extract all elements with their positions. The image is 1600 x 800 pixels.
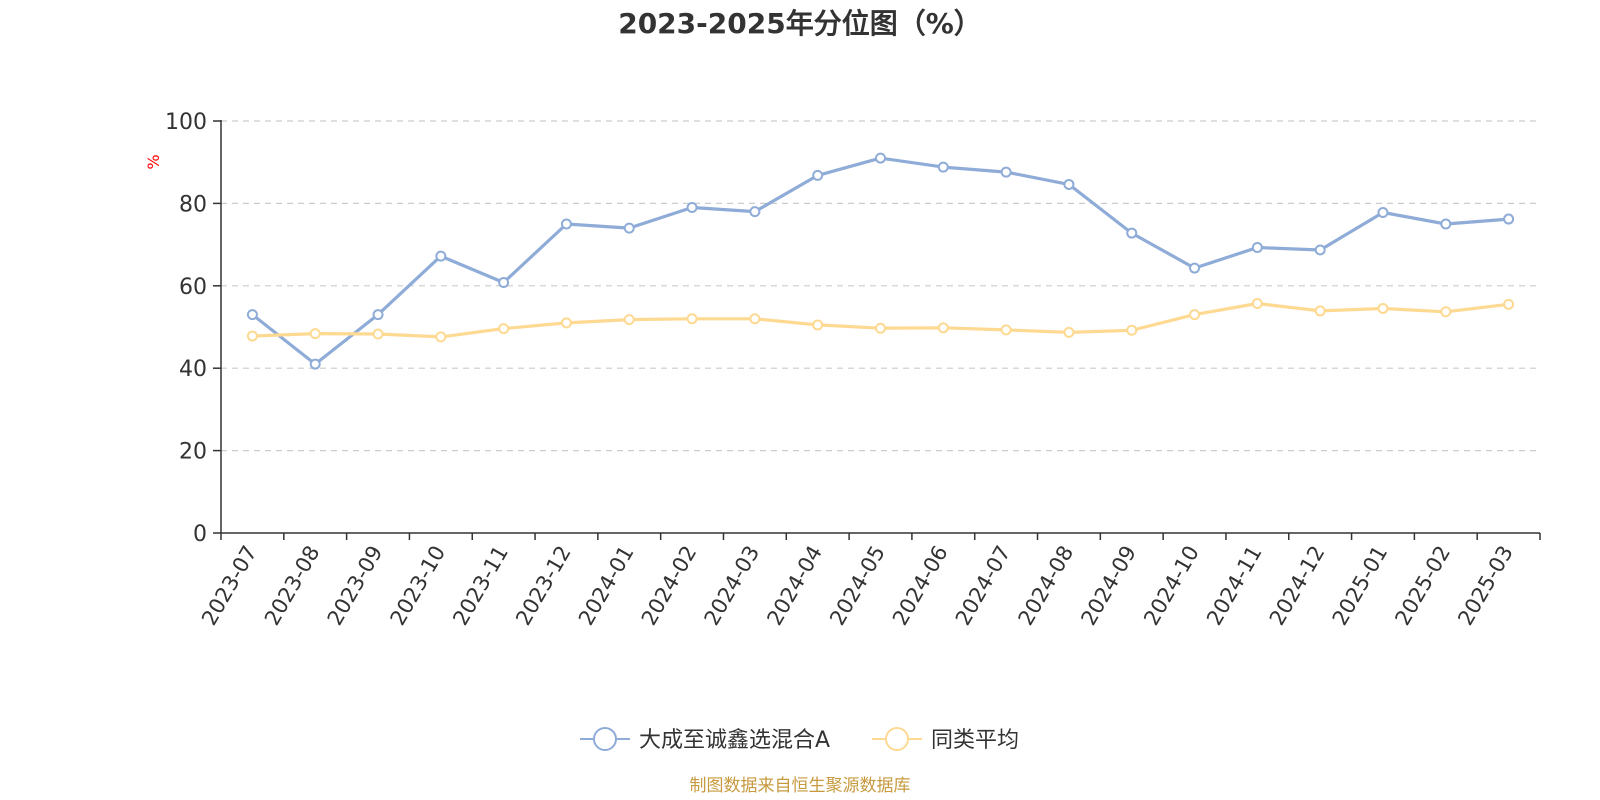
x-tick-label: 2024-09	[1076, 542, 1141, 630]
data-point[interactable]	[749, 206, 761, 218]
data-point[interactable]	[749, 313, 761, 325]
x-tick-label: 2023-12	[511, 542, 576, 630]
data-point[interactable]	[560, 317, 572, 329]
data-point[interactable]	[246, 309, 258, 321]
data-point[interactable]	[1377, 302, 1389, 314]
data-point[interactable]	[435, 331, 447, 343]
data-point[interactable]	[246, 330, 258, 342]
x-tick-label: 2024-12	[1265, 542, 1330, 630]
data-point[interactable]	[623, 314, 635, 326]
data-point[interactable]	[1440, 218, 1452, 230]
x-axis-ticks: 2023-072023-082023-092023-102023-112023-…	[197, 533, 1541, 630]
data-point[interactable]	[623, 222, 635, 234]
data-point[interactable]	[435, 250, 447, 262]
data-point[interactable]	[1000, 324, 1012, 336]
series-group	[246, 152, 1515, 370]
x-tick-label: 2024-05	[825, 542, 890, 630]
y-tick-label: 80	[179, 192, 207, 217]
y-tick-label: 20	[179, 440, 207, 465]
x-tick-label: 2024-08	[1014, 542, 1079, 630]
x-tick-label: 2024-11	[1202, 542, 1267, 630]
data-point[interactable]	[875, 152, 886, 164]
y-tick-label: 0	[193, 522, 207, 547]
data-point[interactable]	[1126, 227, 1138, 239]
legend-marker	[593, 727, 617, 751]
x-tick-label: 2023-09	[323, 542, 388, 630]
data-point[interactable]	[309, 328, 321, 340]
data-point[interactable]	[1314, 305, 1326, 317]
data-point[interactable]	[1189, 262, 1201, 274]
data-point[interactable]	[372, 309, 384, 321]
y-tick-label: 60	[179, 275, 207, 300]
data-point[interactable]	[309, 358, 321, 370]
legend-label: 同类平均	[931, 728, 1019, 753]
data-point[interactable]	[1377, 206, 1389, 218]
legend-label: 大成至诚鑫选混合A	[639, 728, 830, 753]
x-tick-label: 2024-07	[951, 542, 1016, 630]
x-tick-label: 2024-02	[637, 542, 702, 630]
data-point[interactable]	[1251, 298, 1263, 310]
x-tick-label: 2025-03	[1453, 542, 1518, 630]
data-point[interactable]	[560, 218, 572, 230]
source-note: 制图数据来自恒生聚源数据库	[690, 776, 911, 796]
x-tick-label: 2024-04	[762, 542, 827, 630]
data-point[interactable]	[1063, 178, 1075, 190]
data-point[interactable]	[875, 322, 886, 334]
data-point[interactable]	[372, 328, 384, 340]
grid-lines	[221, 120, 1540, 452]
series-0	[246, 152, 1515, 370]
data-point[interactable]	[1440, 306, 1452, 318]
data-point[interactable]	[937, 161, 949, 173]
data-point[interactable]	[1000, 166, 1012, 178]
series-1	[246, 298, 1515, 343]
data-point[interactable]	[1251, 241, 1263, 253]
y-tick-label: 100	[165, 110, 207, 135]
legend[interactable]: 大成至诚鑫选混合A 同类平均	[580, 727, 1019, 753]
data-point[interactable]	[498, 277, 510, 289]
x-tick-label: 2024-10	[1139, 542, 1204, 630]
x-tick-label: 2024-06	[888, 542, 953, 630]
legend-item[interactable]: 同类平均	[872, 727, 1019, 753]
data-point[interactable]	[1503, 298, 1515, 310]
x-tick-label: 2023-08	[260, 542, 325, 630]
data-point[interactable]	[686, 313, 698, 325]
x-tick-label: 2023-07	[197, 542, 262, 630]
legend-item[interactable]: 大成至诚鑫选混合A	[580, 727, 830, 753]
data-point[interactable]	[686, 202, 698, 214]
data-point[interactable]	[1314, 244, 1326, 256]
data-point[interactable]	[1063, 326, 1075, 338]
chart-title: 2023-2025年分位图（%）	[618, 7, 982, 40]
data-point[interactable]	[937, 322, 949, 334]
data-point[interactable]	[1503, 213, 1515, 225]
y-axis-label: %	[144, 154, 163, 169]
x-tick-label: 2024-03	[700, 542, 765, 630]
data-point[interactable]	[812, 319, 824, 331]
data-point[interactable]	[812, 169, 824, 181]
legend-marker	[885, 727, 909, 751]
x-tick-label: 2023-11	[448, 542, 513, 630]
data-point[interactable]	[1126, 324, 1138, 336]
x-tick-label: 2025-02	[1390, 542, 1455, 630]
data-point[interactable]	[498, 323, 510, 335]
x-tick-label: 2023-10	[386, 542, 451, 630]
y-axis-ticks: 0 20 40 60 80 100	[165, 110, 221, 547]
data-point[interactable]	[1189, 309, 1201, 321]
x-tick-label: 2025-01	[1328, 542, 1393, 630]
x-tick-label: 2024-01	[574, 542, 639, 630]
y-tick-label: 40	[179, 357, 207, 382]
